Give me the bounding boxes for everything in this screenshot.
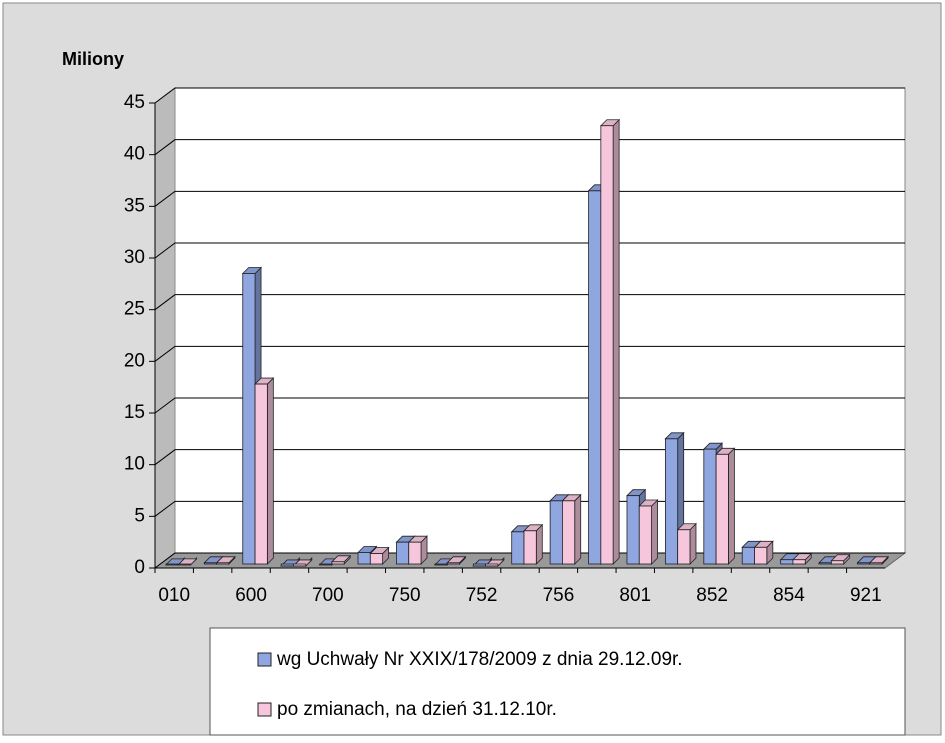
bar [369,553,384,565]
grid-line [154,500,905,517]
legend-label: wg Uchwały Nr XXIX/178/2009 z dnia 29.12… [276,649,683,670]
x-tick-label: 921 [850,585,882,606]
x-tick-label: 801 [619,585,651,606]
y-tick-label: 20 [124,350,145,371]
bar [446,562,460,565]
bar [293,563,307,567]
bar [754,546,768,565]
grid-line [154,294,905,311]
bar [434,563,448,566]
x-tick-label: 700 [312,585,344,606]
bar-side [612,118,620,565]
x-tick-label: 852 [696,585,728,606]
bar [408,541,422,565]
bar [664,438,679,565]
bar-side [266,377,274,565]
legend-swatch [257,652,272,667]
x-tick-label: 600 [235,585,267,606]
bar [280,563,294,567]
bar-side [535,523,543,565]
bar [830,560,845,565]
bar [319,563,333,566]
x-tick-label: 010 [158,585,190,606]
bar [396,541,410,565]
bar [523,530,537,565]
bar [638,505,652,565]
bar [792,559,806,565]
x-tick-label: 750 [389,585,421,606]
bar [600,125,614,565]
y-axis-label: Miliony [62,49,124,69]
bar [741,546,755,565]
bar [562,500,576,565]
y-tick-label: 0 [134,557,145,578]
y-tick-label: 40 [124,144,145,165]
grid-line [154,397,905,414]
bar [165,563,179,566]
x-tick-label: 854 [773,585,805,606]
bar [549,500,563,565]
bar [177,563,191,566]
y-tick-label: 5 [134,505,145,526]
legend [209,627,906,736]
bar [254,383,268,565]
grid-line [154,345,905,362]
bar [869,562,883,565]
legend-swatch [257,702,272,717]
bar [485,563,499,567]
side-wall [154,87,176,569]
bar-side [689,522,697,565]
bar [703,448,717,565]
bar [511,531,525,565]
y-tick-label: 15 [124,402,145,423]
bar [588,190,602,565]
grid-line [154,87,905,104]
bar [331,561,345,565]
grid-line [154,242,905,259]
y-tick-label: 45 [124,92,145,113]
grid-line [154,190,905,207]
bar-side [728,447,735,565]
bar-side [651,499,658,565]
back-wall [174,87,906,554]
x-tick-label: 756 [543,585,575,606]
legend-label: po zmianach, na dzień 31.12.10r. [277,699,557,720]
bar [626,495,640,565]
bar-side [574,493,582,565]
bar [818,562,832,565]
y-tick-label: 35 [124,195,145,216]
bar [357,552,371,565]
bar [216,562,230,565]
grid-line [154,449,905,466]
bar [715,453,729,565]
y-tick-label: 10 [124,454,145,475]
y-tick-label: 25 [124,299,145,320]
bar [203,562,218,565]
bar [472,563,486,567]
bar [857,562,871,565]
bar [242,273,256,565]
grid-line [154,139,905,156]
x-tick-label: 752 [466,585,498,606]
y-tick-label: 30 [124,247,145,268]
grid-line [154,552,905,569]
bar [677,529,691,565]
bar [780,559,794,565]
